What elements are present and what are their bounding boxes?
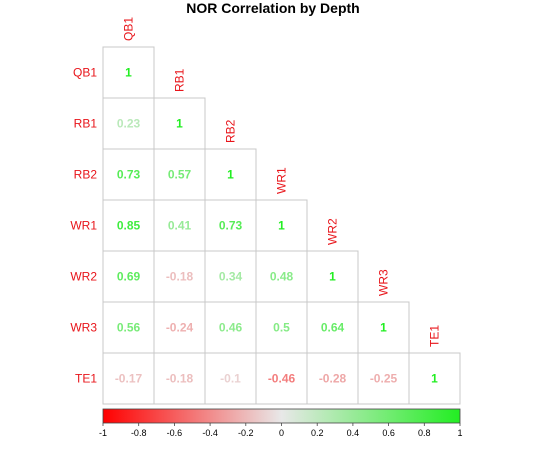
cell-value-te1-rb2: -0.1: [220, 372, 241, 386]
column-labels: QB1 RB1 RB2 WR1 WR2 WR3 TE1: [122, 17, 442, 347]
cell-wr2-rb1: [153, 250, 206, 303]
cell-value-wr3-wr2: 0.64: [321, 321, 345, 335]
cell-value-wr3-rb2: 0.46: [219, 321, 243, 335]
colorbar-tick-label: 0.2: [311, 428, 324, 438]
cell-value-wr2-wr1: 0.48: [270, 270, 294, 284]
row-label-rb2: RB2: [74, 168, 98, 182]
cell-value-wr1-rb2: 0.73: [219, 219, 243, 233]
row-label-wr3: WR3: [70, 321, 97, 335]
heatmap-cells: 1 0.23 1 0.73 0.57 1 0.85 0.41 0.73 1 0.69 -0.18 0.3…: [102, 46, 461, 405]
row-label-rb1: RB1: [74, 117, 98, 131]
colorbar-tick-label: -0.4: [202, 428, 218, 438]
colorbar-tick-label: 0.8: [418, 428, 431, 438]
cell-rb1-rb1: [153, 97, 206, 150]
column-label-rb1: RB1: [173, 68, 187, 92]
cell-te1-wr3: [357, 352, 410, 405]
cell-qb1-qb1: [102, 46, 155, 99]
cell-wr3-wr3: [357, 301, 410, 354]
cell-wr3-wr2: [306, 301, 359, 354]
cell-value-wr2-qb1: 0.69: [117, 270, 141, 284]
cell-te1-te1: [408, 352, 461, 405]
column-label-rb2: RB2: [224, 119, 238, 143]
cell-value-wr2-wr2: 1: [329, 270, 336, 284]
column-label-te1: TE1: [428, 325, 442, 347]
cell-te1-rb1: [153, 352, 206, 405]
cell-value-rb2-rb2: 1: [227, 168, 234, 182]
cell-value-wr3-wr3: 1: [380, 321, 387, 335]
column-label-wr3: WR3: [377, 269, 391, 296]
colorbar: -1 -0.8 -0.6 -0.4 -0.2 0 0.2 0.4 0.6 0.8 1: [99, 408, 463, 438]
cell-te1-qb1: [102, 352, 155, 405]
colorbar-ticks: -1 -0.8 -0.6 -0.4 -0.2 0 0.2 0.4 0.6 0.8 1: [99, 423, 463, 438]
cell-value-rb2-rb1: 0.57: [168, 168, 192, 182]
cell-value-qb1-qb1: 1: [125, 66, 132, 80]
column-label-wr2: WR2: [326, 218, 340, 245]
row-labels: QB1 RB1 RB2 WR1 WR2 WR3 TE1: [70, 66, 97, 386]
column-label-wr1: WR1: [275, 167, 289, 194]
cell-value-rb2-qb1: 0.73: [117, 168, 141, 182]
cell-wr3-rb1: [153, 301, 206, 354]
cell-rb1-qb1: [102, 97, 155, 150]
colorbar-tick-label: -0.2: [238, 428, 254, 438]
cell-wr3-qb1: [102, 301, 155, 354]
cell-wr3-wr1: [255, 301, 308, 354]
cell-wr3-rb2: [204, 301, 257, 354]
column-label-qb1: QB1: [122, 17, 136, 41]
colorbar-tick-label: -0.8: [131, 428, 147, 438]
cell-value-wr3-wr1: 0.5: [273, 321, 290, 335]
cell-value-te1-qb1: -0.17: [115, 372, 143, 386]
colorbar-tick-label: 0.4: [347, 428, 360, 438]
row-label-wr2: WR2: [70, 270, 97, 284]
cell-value-rb1-qb1: 0.23: [117, 117, 141, 131]
colorbar-tick-label: -0.6: [167, 428, 183, 438]
colorbar-gradient: [102, 408, 461, 424]
cell-wr1-rb1: [153, 199, 206, 252]
cell-te1-wr1: [255, 352, 308, 405]
cell-wr1-wr1: [255, 199, 308, 252]
cell-value-wr3-rb1: -0.24: [166, 321, 194, 335]
colorbar-tick-label: -1: [99, 428, 107, 438]
cell-value-wr2-rb2: 0.34: [219, 270, 243, 284]
cell-value-wr3-qb1: 0.56: [117, 321, 141, 335]
cell-value-wr2-rb1: -0.18: [166, 270, 194, 284]
cell-value-wr1-wr1: 1: [278, 219, 285, 233]
cell-wr2-wr1: [255, 250, 308, 303]
cell-value-rb1-rb1: 1: [176, 117, 183, 131]
chart-title: NOR Correlation by Depth: [186, 0, 359, 16]
cell-value-te1-te1: 1: [431, 372, 438, 386]
cell-value-wr1-rb1: 0.41: [168, 219, 192, 233]
cell-value-te1-rb1: -0.18: [166, 372, 194, 386]
row-label-qb1: QB1: [73, 66, 97, 80]
cell-value-te1-wr3: -0.25: [370, 372, 398, 386]
cell-rb2-rb2: [204, 148, 257, 201]
cell-value-te1-wr2: -0.28: [319, 372, 347, 386]
colorbar-tick-label: 1: [457, 428, 462, 438]
cell-value-te1-wr1: -0.46: [268, 372, 296, 386]
colorbar-tick-label: 0: [279, 428, 284, 438]
cell-value-wr1-qb1: 0.85: [117, 219, 141, 233]
row-label-te1: TE1: [75, 372, 97, 386]
row-label-wr1: WR1: [70, 219, 97, 233]
colorbar-tick-label: 0.6: [382, 428, 395, 438]
